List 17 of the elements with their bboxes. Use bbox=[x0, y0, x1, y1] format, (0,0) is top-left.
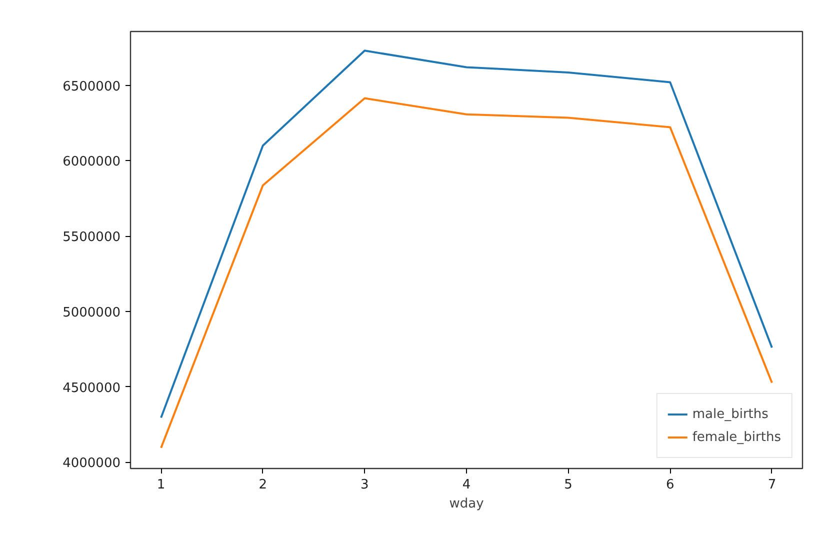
x-tick-label: 4 bbox=[462, 478, 471, 492]
x-tick-label: 1 bbox=[156, 478, 166, 492]
x-axis-title: wday bbox=[449, 496, 484, 512]
y-tick-label: 5500000 bbox=[62, 230, 121, 246]
legend-label: female_births bbox=[692, 430, 781, 444]
x-tick-label: 6 bbox=[666, 478, 674, 492]
y-tick-label: 4500000 bbox=[62, 380, 121, 396]
x-tick-label: 7 bbox=[768, 478, 776, 492]
y-tick-label: 6000000 bbox=[62, 154, 121, 170]
y-tick-label: 6500000 bbox=[62, 79, 121, 94]
y-tick-label: 4000000 bbox=[62, 456, 121, 472]
legend-label: male_births bbox=[692, 406, 768, 422]
line-series bbox=[160, 50, 773, 419]
x-tick-label: 3 bbox=[360, 478, 369, 492]
x-tick-label: 2 bbox=[258, 478, 268, 492]
y-tick-label: 5000000 bbox=[62, 305, 121, 320]
x-tick-label: 5 bbox=[564, 478, 572, 492]
